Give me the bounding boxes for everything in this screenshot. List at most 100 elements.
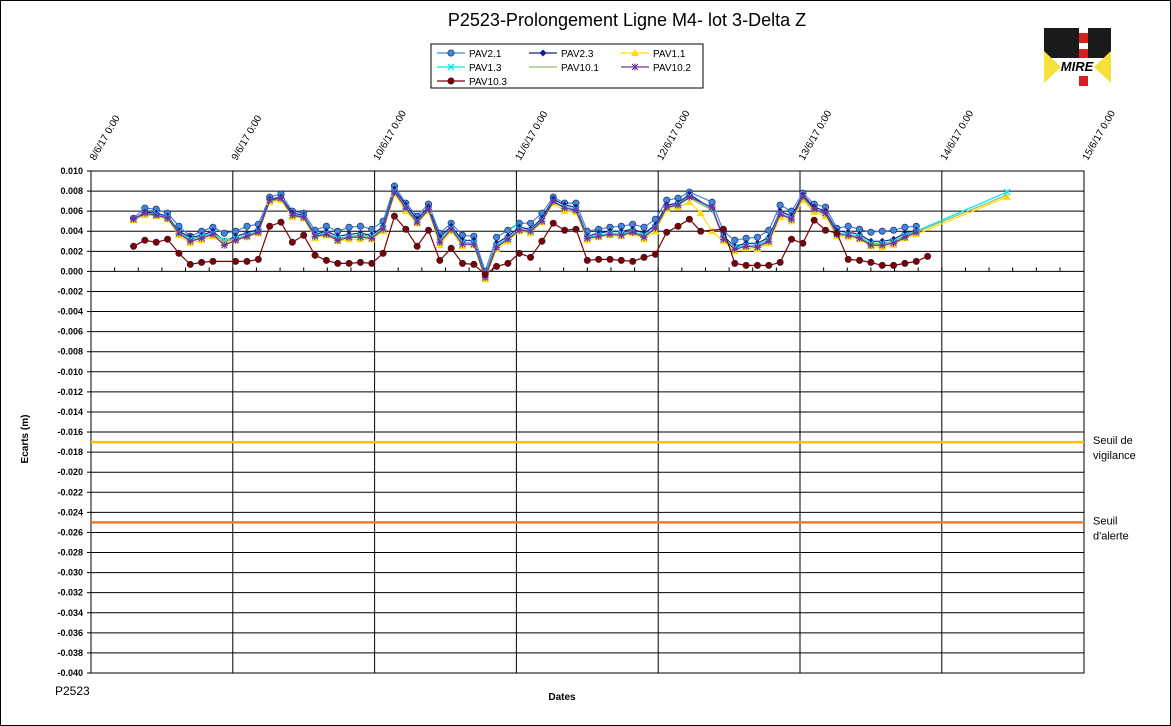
logo-right-arrow [1094,51,1111,83]
y-tick-label: -0.008 [57,347,83,357]
x-tick-label: 10/6/17 0:00 [372,108,410,162]
data-point [243,232,251,240]
data-point [753,243,761,251]
data-point [345,223,353,231]
y-axis-label: Ecarts (m) [20,415,31,464]
y-tick-label: -0.012 [57,387,83,397]
legend-entry-label: PAV2.1 [469,49,502,60]
data-point [130,215,138,223]
x-tick-label: 15/6/17 0:00 [1081,108,1119,162]
data-point [561,204,569,212]
data-point [164,214,172,222]
data-point [912,257,920,265]
data-point [538,237,546,245]
data-point [719,225,727,233]
data-point [175,249,183,257]
data-point [504,259,512,267]
data-point [300,213,308,221]
data-point [572,206,580,214]
logo-staff-mark-2 [1079,49,1088,58]
legend-swatch-marker [631,49,639,56]
data-point [141,209,149,217]
data-point [243,222,251,230]
data-point [617,256,625,264]
data-point [731,245,739,253]
data-point [504,226,512,234]
y-tick-label: -0.006 [57,327,83,337]
data-point [867,228,875,236]
data-point [651,250,659,258]
y-tick-label: 0.000 [60,266,83,276]
data-point [595,255,603,263]
data-point [776,210,784,218]
legend-entry-label: PAV1.1 [653,49,686,60]
data-point [436,256,444,264]
data-point [390,188,398,196]
data-point [572,225,580,233]
data-point [459,240,467,248]
data-point [1003,188,1011,196]
data-point [765,261,773,269]
data-point [402,204,410,212]
data-point [504,235,512,243]
data-point [232,257,240,265]
data-point [379,225,387,233]
threshold-lines: Seuil de vigilance Seuil d'alerte [91,435,1136,542]
data-point [810,205,818,213]
data-point [402,225,410,233]
data-point [606,230,614,238]
legend-entry-label: PAV2.3 [561,49,594,60]
data-point [470,240,478,248]
data-point [481,270,489,278]
data-point [833,229,841,237]
data-point [663,228,671,236]
data-point [844,231,852,239]
x-tick-label: 9/6/17 0:00 [230,113,265,162]
data-point [232,236,240,244]
data-point [447,244,455,252]
data-point [288,238,296,246]
data-point [674,222,682,230]
data-point [175,229,183,237]
data-point [515,226,523,234]
y-tick-label: -0.032 [57,588,83,598]
legend-swatch-marker [539,49,547,57]
data-point [844,222,852,230]
legend: PAV2.1 PAV2.3 PAV1.1 PAV1.3 PAV10.1 PAV10.2 PA… [430,43,704,89]
legend-entry-label: PAV10.2 [653,63,691,74]
threshold-label: vigilance [1093,450,1136,462]
data-point [356,222,364,230]
data-point [493,233,501,241]
y-tick-label: -0.002 [57,286,83,296]
series-group [129,182,1012,283]
data-point [856,234,864,242]
data-point [901,233,909,241]
data-point [606,255,614,263]
data-point [379,249,387,257]
legend-entry-label: PAV10.3 [469,77,507,88]
legend-entry-label: PAV1.3 [469,63,502,74]
data-point [640,253,648,261]
y-tick-label: -0.036 [57,628,83,638]
y-tick-label: -0.028 [57,548,83,558]
y-tick-label: 0.006 [60,206,83,216]
legend-box [430,43,704,89]
data-point [787,235,795,243]
data-point [561,226,569,234]
data-point [198,258,206,266]
data-point [141,236,149,244]
data-point [424,205,432,213]
data-point [787,215,795,223]
data-point [776,201,784,209]
y-tick-label: -0.038 [57,648,83,658]
data-point [742,242,750,250]
y-tick-label: -0.014 [57,407,83,417]
data-point [583,234,591,242]
data-point [799,192,807,200]
data-point [152,238,160,246]
data-point [390,212,398,220]
data-point [1003,193,1012,201]
data-point [629,228,637,236]
data-point [696,209,705,217]
logo-staff-mark-1 [1079,33,1088,43]
